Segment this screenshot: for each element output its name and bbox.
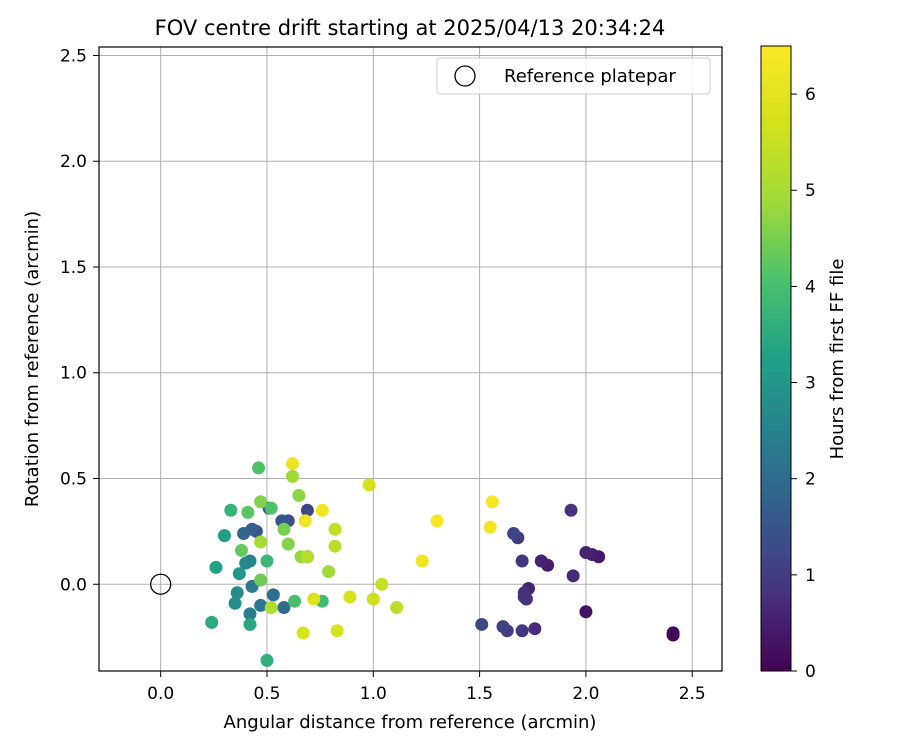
axis-ticks: 0.0 0.5 1.0 1.5 2.0 2.5 0.0 0.5 1.0 1.5 2.0 2.5 — [60, 46, 706, 704]
y-axis-label: Rotation from reference (arcmin) — [22, 211, 43, 507]
scatter-point — [362, 478, 376, 492]
colorbar: 0 1 2 3 4 5 6 Hours from first FF file — [760, 45, 848, 682]
x-tick-label: 1.0 — [360, 684, 387, 704]
scatter-point — [254, 495, 268, 509]
y-tick-label: 1.5 — [60, 258, 87, 278]
scatter-point — [281, 537, 295, 551]
colorbar-tick-label: 1 — [805, 566, 816, 586]
x-tick-label: 2.0 — [572, 684, 599, 704]
colorbar-tick-label: 5 — [805, 181, 816, 201]
scatter-point — [483, 520, 497, 534]
scatter-point — [260, 554, 274, 568]
scatter-point — [277, 522, 291, 536]
colorbar-label: Hours from first FF file — [827, 259, 848, 460]
scatter-point — [237, 527, 251, 541]
reference-platepar-marker — [150, 573, 172, 595]
scatter-point — [254, 535, 268, 549]
scatter-point — [300, 503, 314, 517]
x-tick-label: 1.5 — [466, 684, 493, 704]
scatter-point — [307, 592, 321, 606]
scatter-point — [209, 560, 223, 574]
scatter-point — [254, 573, 268, 587]
scatter-point — [205, 615, 219, 629]
grid-lines — [99, 47, 722, 671]
scatter-point — [230, 586, 244, 600]
scatter-point — [566, 569, 580, 583]
colorbar-gradient — [760, 45, 792, 672]
scatter-point — [475, 617, 489, 631]
scatter-point — [507, 527, 521, 541]
legend: Reference platepar — [436, 57, 711, 95]
y-tick-label: 0.5 — [60, 470, 87, 490]
scatter-point — [243, 617, 257, 631]
y-tick-label: 1.0 — [60, 364, 87, 384]
scatter-point — [322, 565, 336, 579]
scatter-point — [264, 501, 278, 515]
scatter-point — [296, 626, 310, 640]
scatter-point — [515, 624, 529, 638]
scatter-point — [330, 624, 344, 638]
colorbar-tick-label: 3 — [805, 374, 816, 394]
scatter-point — [288, 594, 302, 608]
x-tick-label: 2.5 — [679, 684, 706, 704]
scatter-point — [315, 503, 329, 517]
scatter-points — [150, 457, 680, 667]
y-tick-label: 2.5 — [60, 46, 87, 66]
scatter-point — [328, 539, 342, 553]
scatter-point — [579, 605, 593, 619]
x-axis-label: Angular distance from reference (arcmin) — [224, 712, 597, 733]
scatter-point — [415, 554, 429, 568]
scatter-point — [430, 514, 444, 528]
colorbar-tick-label: 0 — [805, 662, 816, 682]
scatter-point — [298, 514, 312, 528]
scatter-point — [496, 620, 510, 634]
legend-marker — [454, 65, 476, 87]
scatter-point — [343, 590, 357, 604]
x-tick-label: 0.0 — [147, 684, 174, 704]
scatter-point — [234, 543, 248, 557]
scatter-point — [251, 461, 265, 475]
y-tick-label: 2.0 — [60, 152, 87, 172]
legend-label: Reference platepar — [504, 66, 676, 87]
scatter-point — [241, 505, 255, 519]
scatter-point — [485, 495, 499, 509]
scatter-point — [292, 488, 306, 502]
scatter-point — [519, 592, 533, 606]
y-tick-label: 0.0 — [60, 575, 87, 595]
scatter-point — [375, 577, 389, 591]
scatter-point — [666, 626, 680, 640]
scatter-point — [515, 554, 529, 568]
scatter-point — [285, 457, 299, 471]
scatter-point — [328, 522, 342, 536]
scatter-point — [239, 556, 253, 570]
colorbar-tick-label: 4 — [805, 277, 816, 297]
scatter-point — [260, 653, 274, 667]
scatter-point — [285, 469, 299, 483]
scatter-point — [254, 598, 268, 612]
scatter-point — [534, 554, 548, 568]
scatter-point — [243, 607, 257, 621]
scatter-point — [390, 601, 404, 615]
chart-title: FOV centre drift starting at 2025/04/13 … — [155, 16, 666, 40]
scatter-point — [366, 592, 380, 606]
scatter-point — [217, 529, 231, 543]
x-tick-label: 0.5 — [253, 684, 280, 704]
legend-box — [436, 57, 711, 95]
colorbar-ticks: 0 1 2 3 4 5 6 — [791, 85, 816, 682]
plot-frame — [98, 46, 723, 672]
scatter-point — [300, 550, 314, 564]
scatter-point — [264, 601, 278, 615]
scatter-point — [224, 503, 238, 517]
scatter-point — [579, 546, 593, 560]
scatter-point — [266, 588, 280, 602]
scatter-point — [528, 622, 542, 636]
colorbar-tick-label: 2 — [805, 470, 816, 490]
scatter-point — [232, 567, 246, 581]
colorbar-tick-label: 6 — [805, 85, 816, 105]
scatter-point — [228, 596, 242, 610]
scatter-point — [277, 601, 291, 615]
scatter-point — [564, 503, 578, 517]
